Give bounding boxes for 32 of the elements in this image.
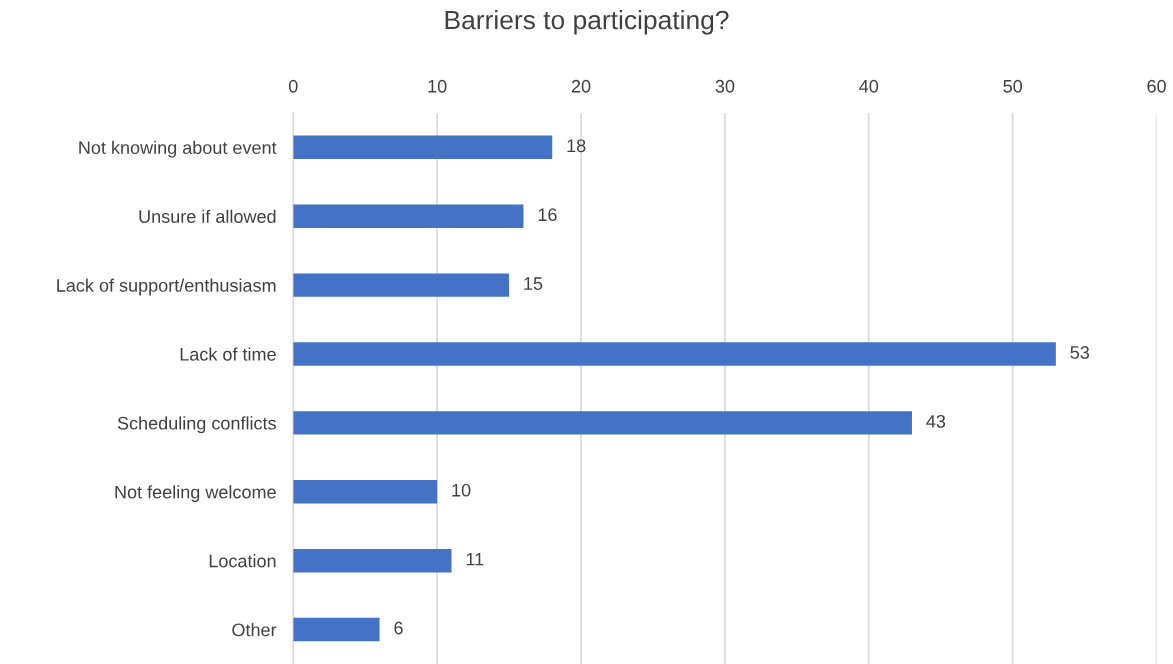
bar bbox=[293, 480, 438, 504]
bar bbox=[293, 548, 452, 573]
bar bbox=[293, 273, 510, 297]
data-label: 53 bbox=[1070, 346, 1090, 359]
x-tick-label: 0 bbox=[288, 79, 298, 93]
y-tick-label: Scheduling conflicts bbox=[117, 416, 276, 434]
data-label: 15 bbox=[524, 277, 543, 290]
x-tick-label: 30 bbox=[715, 79, 735, 93]
data-label: 16 bbox=[538, 208, 557, 222]
y-tick-label: Not feeling welcome bbox=[115, 485, 276, 503]
y-tick-label: Other bbox=[232, 623, 277, 637]
x-tick-label: 40 bbox=[859, 79, 879, 93]
bar bbox=[293, 411, 912, 435]
data-label: 18 bbox=[567, 139, 586, 153]
chart-title: Barriers to participating? bbox=[445, 9, 729, 35]
data-label: 6 bbox=[394, 621, 403, 635]
bar bbox=[293, 342, 1056, 366]
y-tick-label: Location bbox=[209, 554, 276, 568]
bar bbox=[293, 204, 524, 228]
data-label: 10 bbox=[452, 483, 471, 497]
x-tick-label: 20 bbox=[571, 79, 591, 93]
bar bbox=[293, 617, 380, 642]
x-tick-label: 10 bbox=[428, 79, 447, 93]
x-tick-label: 60 bbox=[1147, 79, 1166, 93]
y-tick-label: Lack of support/enthusiasm bbox=[57, 278, 276, 296]
bar bbox=[293, 135, 553, 160]
y-tick-label: Not knowing about event bbox=[79, 140, 277, 158]
y-tick-label: Unsure if allowed bbox=[139, 209, 276, 223]
y-tick-label: Lack of time bbox=[180, 347, 276, 361]
data-label: 11 bbox=[466, 552, 484, 566]
x-tick-label: 50 bbox=[1003, 79, 1023, 93]
data-label: 43 bbox=[926, 414, 946, 428]
